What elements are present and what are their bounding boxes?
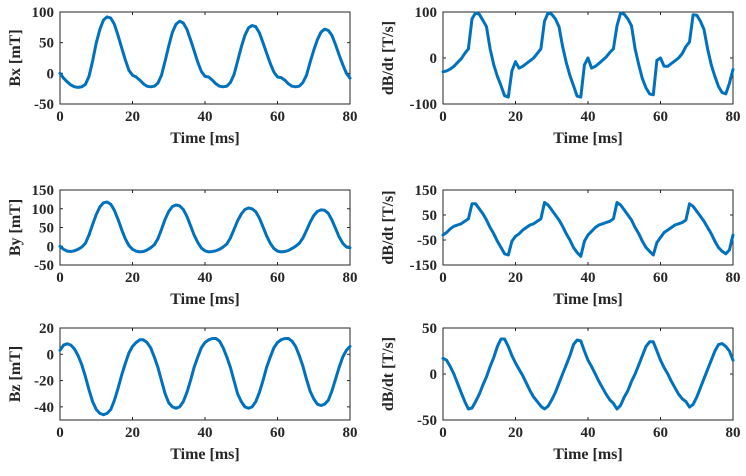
y-axis-label: Bx [mT] [7, 29, 24, 86]
x-tick-label: 20 [125, 109, 140, 125]
x-tick-label: 0 [439, 425, 447, 441]
x-tick-label: 20 [508, 109, 523, 125]
x-axis-label: Time [ms] [553, 130, 622, 147]
y-tick-label: 50 [39, 221, 54, 237]
data-line [441, 201, 735, 258]
x-tick-label: 80 [343, 270, 358, 286]
y-tick-label: 150 [32, 183, 55, 199]
x-tick-label: 60 [653, 270, 668, 286]
x-axis-label: Time [ms] [170, 130, 239, 147]
y-tick-label: 50 [39, 36, 54, 52]
x-tick-label: 80 [343, 109, 358, 125]
x-tick-label: 0 [439, 270, 447, 286]
y-tick-label: 0 [430, 51, 438, 67]
y-tick-label: 100 [32, 5, 55, 21]
y-tick-label: -50 [417, 233, 437, 249]
y-tick-label: 0 [47, 347, 55, 363]
subplot-4: 0 20 40 60 80 -150 -50 50 150 Time [ms] dB/dt [T/s… [380, 183, 741, 308]
x-tick-label: 0 [56, 425, 64, 441]
x-tick-label: 40 [581, 425, 596, 441]
data-line [441, 337, 735, 411]
x-tick-label: 40 [581, 270, 596, 286]
x-tick-label: 60 [270, 109, 285, 125]
y-axis-label: By [mT] [7, 199, 24, 256]
y-tick-label: 0 [47, 239, 55, 255]
x-tick-label: 20 [508, 270, 523, 286]
y-axis-label: dB/dt [T/s] [380, 21, 397, 95]
x-tick-label: 40 [581, 109, 596, 125]
y-axis-label: dB/dt [T/s] [380, 190, 397, 264]
x-tick-label: 80 [726, 425, 741, 441]
y-tick-label: 0 [47, 66, 55, 82]
y-tick-label: 50 [422, 321, 437, 337]
x-tick-label: 0 [56, 109, 64, 125]
axes-box [59, 11, 351, 105]
data-line [441, 11, 735, 99]
y-tick-label: -20 [34, 374, 54, 390]
axes-box [442, 327, 734, 421]
axes-box [442, 189, 734, 266]
y-tick-label: -150 [410, 258, 438, 274]
x-tick-label: 80 [343, 425, 358, 441]
x-tick-label: 40 [198, 109, 213, 125]
y-tick-label: -100 [410, 97, 438, 113]
x-tick-label: 80 [726, 270, 741, 286]
y-tick-label: 50 [422, 208, 437, 224]
data-line [58, 200, 352, 254]
x-tick-label: 40 [198, 270, 213, 286]
x-tick-label: 40 [198, 425, 213, 441]
y-tick-label: -50 [34, 97, 54, 113]
x-tick-label: 80 [726, 109, 741, 125]
y-tick-label: -50 [417, 413, 437, 429]
y-axis-label: Bz [mT] [7, 346, 24, 402]
x-tick-label: 60 [270, 270, 285, 286]
y-tick-label: -50 [34, 258, 54, 274]
x-tick-label: 60 [270, 425, 285, 441]
x-axis-label: Time [ms] [553, 446, 622, 463]
x-axis-label: Time [ms] [170, 446, 239, 463]
x-tick-label: 0 [56, 270, 64, 286]
x-tick-label: 20 [125, 270, 140, 286]
x-axis-label: Time [ms] [170, 291, 239, 308]
y-tick-label: 150 [415, 183, 438, 199]
x-axis-label: Time [ms] [553, 291, 622, 308]
y-tick-label: 0 [430, 367, 438, 383]
y-tick-label: 100 [32, 202, 55, 218]
x-tick-label: 60 [653, 109, 668, 125]
y-tick-label: 100 [415, 5, 438, 21]
y-tick-label: -40 [34, 400, 54, 416]
data-line [58, 15, 352, 89]
x-tick-label: 20 [508, 425, 523, 441]
data-line [58, 337, 352, 417]
x-tick-label: 0 [439, 109, 447, 125]
y-tick-label: 20 [39, 321, 54, 337]
x-tick-label: 60 [653, 425, 668, 441]
subplot-5: 0 20 40 60 80 -40 -20 0 20 Time [ms] Bz [mT] [7, 321, 358, 463]
y-axis-label: dB/dt [T/s] [380, 337, 397, 411]
x-tick-label: 20 [125, 425, 140, 441]
